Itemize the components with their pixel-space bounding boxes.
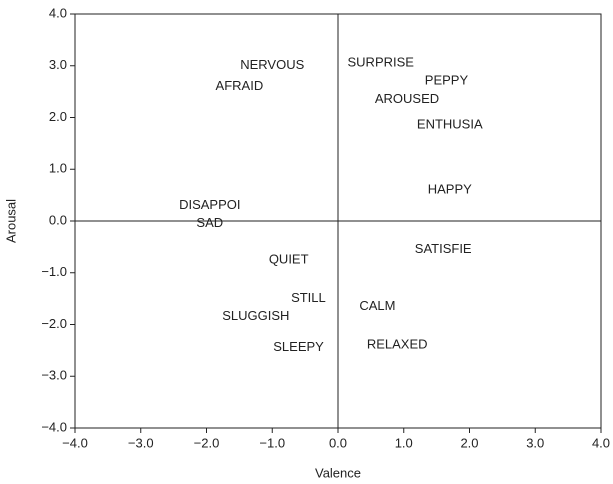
y-tick-label: 1.0 [49,161,67,176]
x-tick-label: 4.0 [592,435,610,450]
y-tick-label: −4.0 [41,419,67,434]
y-tick-label: 2.0 [49,109,67,124]
point-label: AROUSED [375,91,439,106]
y-tick-label: −2.0 [41,316,67,331]
point-label: STILL [291,290,326,305]
y-tick-label: −3.0 [41,368,67,383]
point-label: QUIET [269,251,309,266]
x-tick-label: −2.0 [194,435,220,450]
y-tick-label: 3.0 [49,57,67,72]
point-label: SLUGGISH [222,308,289,323]
x-tick-label: −1.0 [259,435,285,450]
point-label: CALM [359,298,395,313]
point-label: HAPPY [428,181,472,196]
x-axis-label: Valence [315,465,361,480]
y-axis-label: Arousal [3,199,18,243]
x-tick-label: 3.0 [526,435,544,450]
point-label: ENTHUSIA [417,117,483,132]
point-label: NERVOUS [240,57,304,72]
point-label: SAD [196,215,223,230]
x-tick-label: 2.0 [460,435,478,450]
point-label: AFRAID [216,78,264,93]
x-tick-label: −4.0 [62,435,88,450]
x-tick-label: 1.0 [395,435,413,450]
point-label: SLEEPY [273,339,324,354]
y-tick-label: 4.0 [49,5,67,20]
y-tick-label: −1.0 [41,264,67,279]
point-label: SURPRISE [348,55,415,70]
point-label: PEPPY [425,73,469,88]
point-label: RELAXED [367,337,428,352]
y-tick-label: 0.0 [49,212,67,227]
point-label: SATISFIE [415,241,472,256]
x-tick-label: 0.0 [329,435,347,450]
point-label: DISAPPOI [179,197,240,212]
x-tick-label: −3.0 [128,435,154,450]
